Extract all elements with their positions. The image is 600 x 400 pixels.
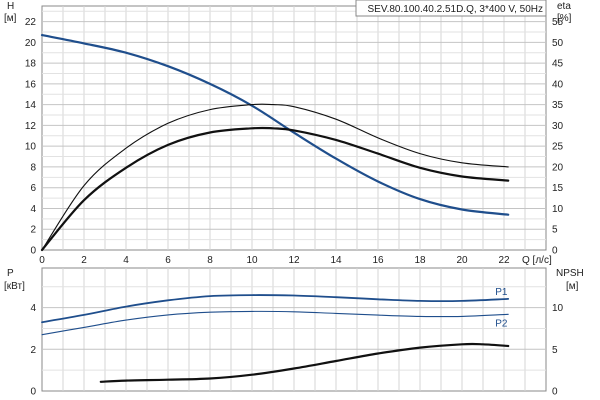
- y2-tick-label: 5: [552, 345, 558, 356]
- y2-tick-label: 0: [552, 246, 558, 257]
- x-tick-label: 22: [498, 255, 510, 266]
- y2-tick-label: 30: [552, 121, 564, 132]
- y-tick-label: 2: [30, 345, 36, 356]
- y-tick-label: 14: [25, 100, 37, 111]
- y-tick-label: 4: [30, 303, 36, 314]
- x-tick-label: 10: [246, 255, 258, 266]
- y-tick-label: 12: [25, 121, 37, 132]
- y-tick-label: 0: [30, 387, 36, 398]
- x-tick-label: 14: [330, 255, 342, 266]
- x-tick-label: 2: [81, 255, 87, 266]
- y2-tick-label: 40: [552, 79, 564, 90]
- y-tick-label: 8: [30, 162, 36, 173]
- y2-tick-label: 55: [552, 17, 564, 28]
- y2-axis-label-eta: eta: [557, 1, 571, 12]
- series-line-eta-pump: [41, 103, 509, 251]
- x-tick-label: 8: [207, 255, 213, 266]
- series-label: P2: [495, 318, 508, 329]
- chart-title: SEV.80.100.40.2.51D.Q, 3*400 V, 50Hz: [367, 4, 543, 15]
- y2-axis-unit-eta: [%]: [557, 13, 572, 24]
- y-axis-label-p: P: [7, 268, 14, 279]
- y2-tick-label: 10: [552, 204, 564, 215]
- y2-axis-unit-npsh: [м]: [566, 281, 579, 292]
- y2-tick-label: 10: [552, 303, 564, 314]
- y-tick-label: 16: [25, 79, 37, 90]
- x-tick-label: 16: [372, 255, 384, 266]
- y-tick-label: 0: [30, 246, 36, 257]
- x-tick-label: 12: [288, 255, 300, 266]
- y2-tick-label: 45: [552, 59, 564, 70]
- y2-tick-label: 50: [552, 38, 564, 49]
- x-axis-label: Q [л/с]: [522, 255, 552, 266]
- y-tick-label: 10: [25, 142, 37, 153]
- y2-tick-label: 25: [552, 142, 564, 153]
- y-axis-unit-p: [кВт]: [4, 281, 25, 292]
- y2-tick-label: 5: [552, 225, 558, 236]
- y2-axis-label-npsh: NPSH: [556, 268, 584, 279]
- y-tick-label: 20: [25, 38, 37, 49]
- y2-tick-label: 20: [552, 162, 564, 173]
- y-tick-label: 4: [30, 204, 36, 215]
- series-line-p2: [41, 310, 509, 336]
- series-line-p1: [41, 294, 510, 324]
- x-tick-label: 18: [414, 255, 426, 266]
- chart-title-box: [355, 0, 547, 17]
- x-tick-label: 6: [165, 255, 171, 266]
- series-label: P1: [495, 287, 508, 298]
- y-tick-label: 6: [30, 183, 36, 194]
- x-tick-label: 4: [123, 255, 129, 266]
- y2-tick-label: 0: [552, 387, 558, 398]
- y-tick-label: 2: [30, 225, 36, 236]
- y-tick-label: 18: [25, 59, 37, 70]
- x-tick-label: 20: [456, 255, 468, 266]
- y2-tick-label: 15: [552, 183, 564, 194]
- y-axis-label-h: H: [7, 1, 14, 12]
- series-line-eta-total: [40, 126, 510, 252]
- y-tick-label: 22: [25, 17, 37, 28]
- y-axis-unit-h: [м]: [4, 13, 17, 24]
- x-tick-label: 0: [39, 255, 45, 266]
- y2-tick-label: 35: [552, 100, 564, 111]
- series-line-head: [40, 34, 510, 216]
- series-line-npsh: [99, 342, 510, 383]
